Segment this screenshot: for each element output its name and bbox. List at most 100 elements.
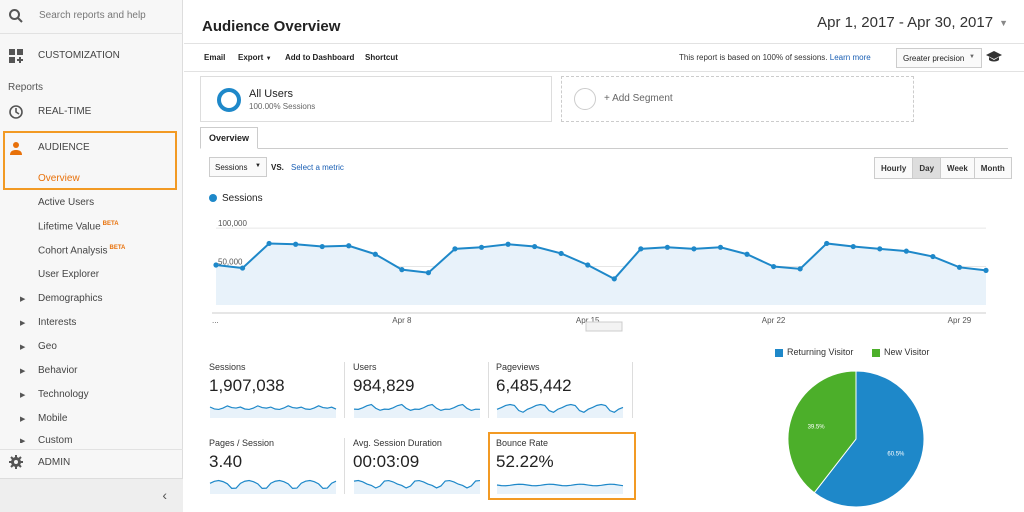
date-range-label: Apr 1, 2017 - Apr 30, 2017 xyxy=(817,14,994,31)
metric-card-sessions[interactable]: Sessions 1,907,038 xyxy=(209,362,344,432)
metric-card-avg-session-duration[interactable]: Avg. Session Duration 00:03:09 xyxy=(353,438,488,508)
metric-card-users[interactable]: Users 984,829 xyxy=(353,362,488,432)
metric-name: Sessions xyxy=(209,362,246,372)
data-point[interactable] xyxy=(664,244,670,250)
select-metric-link[interactable]: Select a metric xyxy=(291,163,344,172)
email-button[interactable]: Email xyxy=(204,53,226,62)
pie-slice[interactable] xyxy=(787,370,857,494)
sidebar-item-audience[interactable]: AUDIENCE xyxy=(0,137,183,159)
data-point[interactable] xyxy=(930,253,936,260)
sidebar-clipped-area: ▶ Custom xyxy=(0,435,183,443)
x-tick-label: Apr 8 xyxy=(392,316,412,325)
sampling-note-text: This report is based on 100% of sessions… xyxy=(679,53,828,62)
metric-name: Users xyxy=(353,362,377,372)
data-point[interactable] xyxy=(478,244,485,250)
sparkline-line xyxy=(496,403,624,413)
learn-more-link[interactable]: Learn more xyxy=(829,53,871,62)
metric-divider xyxy=(632,362,633,418)
sidebar-item-interests[interactable]: Interests xyxy=(38,317,77,328)
data-point[interactable] xyxy=(372,251,378,257)
metric-card-pageviews[interactable]: Pageviews 6,485,442 xyxy=(496,362,631,432)
sidebar-collapse-bar[interactable]: ‹ xyxy=(0,478,183,512)
data-point[interactable] xyxy=(824,240,830,247)
add-to-dashboard-button[interactable]: Add to Dashboard xyxy=(285,53,355,62)
precision-select[interactable]: Greater precision ▼ xyxy=(896,48,982,68)
data-point[interactable] xyxy=(611,276,617,282)
data-point[interactable] xyxy=(850,243,856,250)
sidebar-item-demographics[interactable]: Demographics xyxy=(38,293,103,304)
data-point[interactable] xyxy=(266,240,272,247)
metric-card-pages-session[interactable]: Pages / Session 3.40 xyxy=(209,438,344,508)
sidebar-item-technology[interactable]: Technology xyxy=(38,389,89,400)
add-segment-button[interactable]: + Add Segment xyxy=(561,76,914,122)
sidebar-item-behavior[interactable]: Behavior xyxy=(38,365,78,376)
data-point[interactable] xyxy=(319,243,325,250)
data-point[interactable] xyxy=(399,267,405,273)
export-button[interactable]: Export ▼ xyxy=(238,53,272,62)
data-point[interactable] xyxy=(558,250,564,257)
sidebar-item-lifetime-value[interactable]: Lifetime Value BETA xyxy=(38,221,119,232)
period-hourly-button[interactable]: Hourly xyxy=(875,158,914,178)
data-point[interactable] xyxy=(452,246,458,252)
data-point[interactable] xyxy=(956,264,963,270)
sparkline xyxy=(353,403,481,418)
sidebar-item-admin[interactable]: ADMIN xyxy=(0,449,183,477)
data-point[interactable] xyxy=(744,251,750,257)
data-point[interactable] xyxy=(239,265,246,271)
period-week-button[interactable]: Week xyxy=(941,158,975,178)
data-point[interactable] xyxy=(425,270,432,276)
sidebar-item-overview[interactable]: Overview xyxy=(38,173,80,184)
metric-value: 6,485,442 xyxy=(496,376,572,395)
segment-all-users[interactable]: All Users 100.00% Sessions xyxy=(200,76,552,122)
metric-divider xyxy=(344,438,345,494)
pie-slice[interactable] xyxy=(813,370,925,508)
sidebar-item-customization[interactable]: CUSTOMIZATION xyxy=(0,45,183,67)
sidebar-item-geo[interactable]: Geo xyxy=(38,341,57,352)
period-day-button[interactable]: Day xyxy=(913,158,942,178)
chart-expand-handle[interactable] xyxy=(585,321,623,332)
sidebar-item-custom[interactable]: Custom xyxy=(38,435,73,443)
data-point[interactable] xyxy=(983,267,989,273)
series-legend-dot xyxy=(209,194,217,202)
date-range-picker[interactable]: Apr 1, 2017 - Apr 30, 2017 ▼ xyxy=(817,14,1008,31)
chevron-left-icon[interactable]: ‹ xyxy=(162,487,167,503)
period-month-button[interactable]: Month xyxy=(974,158,1011,178)
data-point[interactable] xyxy=(903,248,909,254)
data-point[interactable] xyxy=(717,244,724,250)
export-label: Export xyxy=(238,53,264,62)
sidebar-item-mobile[interactable]: Mobile xyxy=(38,413,68,424)
data-point[interactable] xyxy=(585,262,591,268)
sidebar-item-label: User Explorer xyxy=(38,269,100,280)
dashboard-plus-icon xyxy=(9,49,23,63)
page-title: Audience Overview xyxy=(202,18,341,35)
metric-value: 00:03:09 xyxy=(353,452,420,471)
data-point[interactable] xyxy=(770,263,777,270)
sidebar-item-cohort-analysis[interactable]: Cohort Analysis BETA xyxy=(38,245,125,256)
data-point[interactable] xyxy=(505,241,511,247)
data-point[interactable] xyxy=(638,246,644,252)
data-point[interactable] xyxy=(532,243,538,250)
data-point[interactable] xyxy=(877,246,883,252)
sidebar-item-active-users[interactable]: Active Users xyxy=(38,197,94,208)
area-fill xyxy=(216,243,986,305)
vs-label: VS. xyxy=(271,163,284,172)
metric-select[interactable]: Sessions ▼ xyxy=(209,157,267,177)
data-point[interactable] xyxy=(213,262,219,268)
sidebar-item-user-explorer[interactable]: User Explorer xyxy=(38,269,99,280)
x-tick-label: Apr 22 xyxy=(762,316,786,325)
data-point[interactable] xyxy=(293,241,299,247)
visitor-pie-chart: 60.5% 39.5% xyxy=(787,370,925,508)
shortcut-button[interactable]: Shortcut xyxy=(365,53,398,62)
tab-overview[interactable]: Overview xyxy=(200,127,259,149)
sidebar-search[interactable]: Search reports and help xyxy=(0,0,183,34)
metric-card-bounce-rate[interactable]: Bounce Rate 52.22% xyxy=(496,438,631,508)
data-point[interactable] xyxy=(691,246,697,252)
sidebar-item-realtime[interactable]: REAL-TIME xyxy=(0,101,183,123)
data-point[interactable] xyxy=(797,266,803,272)
sparkline-area xyxy=(497,404,623,418)
sidebar-item-label: REAL-TIME xyxy=(38,106,92,117)
sparkline xyxy=(496,483,624,494)
chevron-down-icon: ▼ xyxy=(255,163,261,169)
data-point[interactable] xyxy=(346,243,352,249)
graduation-cap-icon[interactable] xyxy=(986,50,1002,64)
